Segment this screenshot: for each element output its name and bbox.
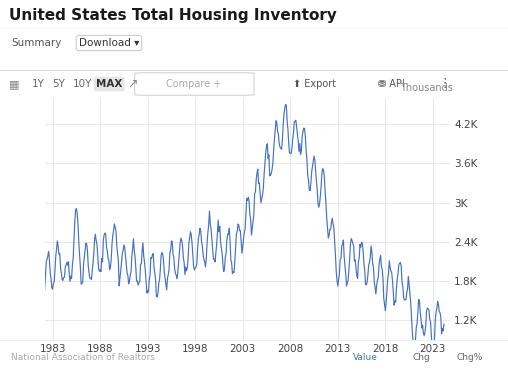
Text: Summary: Summary: [11, 38, 61, 48]
Text: United States Total Housing Inventory: United States Total Housing Inventory: [9, 8, 337, 23]
Text: National Association of Realtors: National Association of Realtors: [11, 353, 155, 363]
Text: ⛃ API: ⛃ API: [378, 79, 404, 89]
Text: 1Y: 1Y: [31, 79, 45, 89]
Text: Chg%: Chg%: [457, 353, 483, 363]
FancyBboxPatch shape: [135, 73, 254, 95]
Text: ⬆ Export: ⬆ Export: [294, 79, 336, 89]
Text: ⋮: ⋮: [438, 77, 451, 90]
Text: Thousands: Thousands: [400, 83, 453, 93]
Text: Chg: Chg: [413, 353, 430, 363]
Text: ▦: ▦: [9, 79, 20, 89]
Text: Download ▾: Download ▾: [79, 38, 139, 48]
Text: Value: Value: [354, 353, 378, 363]
Text: ↗: ↗: [127, 77, 137, 90]
Text: MAX: MAX: [96, 79, 122, 89]
Text: 10Y: 10Y: [73, 79, 92, 89]
Text: Compare +: Compare +: [167, 79, 221, 89]
Text: 5Y: 5Y: [52, 79, 65, 89]
